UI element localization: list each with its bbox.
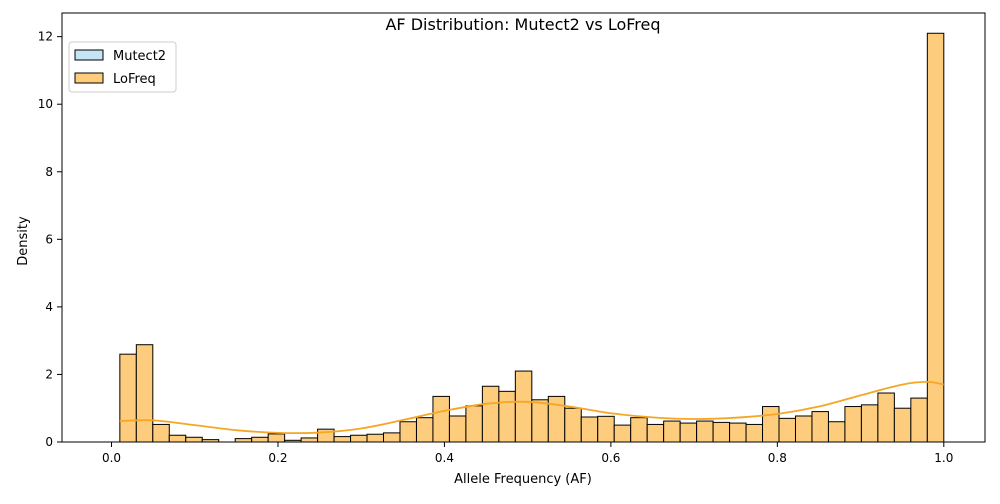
histogram-bar <box>663 420 681 443</box>
plot-frame <box>61 12 986 443</box>
histogram-bar <box>712 421 731 443</box>
legend-swatch-mutect2 <box>74 49 104 61</box>
histogram-bar <box>646 423 665 443</box>
histogram-bar <box>152 423 170 443</box>
histogram-bar <box>481 385 500 443</box>
histogram-bar <box>926 32 945 443</box>
histogram-bar <box>234 438 253 443</box>
histogram-bar <box>135 344 154 443</box>
y-tick-label: 10 <box>38 97 53 111</box>
y-tick-label: 8 <box>45 165 53 179</box>
kde-curve-lofreq <box>119 380 944 435</box>
histogram-bar <box>778 417 796 443</box>
histogram-bar <box>251 436 269 443</box>
histogram-bar <box>531 399 549 443</box>
histogram-bar <box>613 424 632 443</box>
histogram-bar <box>811 411 829 443</box>
histogram-bar <box>300 437 319 443</box>
histogram-bar <box>185 436 203 443</box>
histogram-bar <box>729 422 747 443</box>
histogram-bar <box>597 415 615 443</box>
histogram-bar <box>383 432 401 443</box>
y-tick-label: 6 <box>45 232 53 246</box>
histogram-bar <box>630 417 648 443</box>
x-tick-label: 0.4 <box>435 451 454 465</box>
histogram-bars <box>119 32 945 443</box>
y-tick-label: 0 <box>45 435 53 449</box>
histogram-bar <box>267 433 286 443</box>
y-tick-label: 4 <box>45 300 53 314</box>
histogram-bar <box>399 421 417 443</box>
histogram-bar <box>432 395 450 443</box>
histogram-bar <box>448 415 467 443</box>
histogram-bar <box>696 420 714 443</box>
histogram-bar <box>415 417 434 443</box>
histogram-bar <box>564 407 582 443</box>
x-tick-label: 0.2 <box>268 451 287 465</box>
histogram-bar <box>514 370 533 443</box>
histogram-bar <box>679 422 698 443</box>
y-tick-label: 2 <box>45 367 53 381</box>
y-tick-label: 12 <box>38 30 53 44</box>
histogram-bar <box>877 392 895 443</box>
legend: Mutect2 LoFreq <box>68 41 177 93</box>
histogram-bar <box>465 405 483 443</box>
histogram-bar <box>860 404 879 443</box>
histogram-bar <box>333 436 352 443</box>
histogram-bar <box>910 397 928 443</box>
legend-swatch-lofreq <box>74 72 104 84</box>
kde-curve-layer <box>119 380 944 435</box>
histogram-bar <box>893 407 912 443</box>
histogram-bar <box>745 423 764 443</box>
legend-label-lofreq: LoFreq <box>113 72 156 87</box>
x-tick-label: 0.8 <box>768 451 787 465</box>
histogram-bar <box>844 406 862 443</box>
histogram-bar <box>762 406 780 443</box>
y-axis: 0 2 4 6 8 10 12 <box>38 30 62 449</box>
histogram-bar <box>119 353 137 443</box>
histogram-bar <box>580 416 599 443</box>
histogram-bar <box>827 421 846 443</box>
histogram-bar <box>168 434 187 443</box>
x-axis: 0.0 0.2 0.4 0.6 0.8 1.0 <box>102 442 953 465</box>
x-axis-label: Allele Frequency (AF) <box>454 472 592 487</box>
chart-title: AF Distribution: Mutect2 vs LoFreq <box>385 15 660 34</box>
legend-label-mutect2: Mutect2 <box>113 49 166 64</box>
histogram-bar <box>366 433 385 443</box>
x-tick-label: 0.6 <box>601 451 620 465</box>
y-axis-label: Density <box>16 216 31 266</box>
histogram-bar <box>498 390 516 443</box>
x-tick-label: 1.0 <box>934 451 953 465</box>
histogram-bar <box>794 415 813 443</box>
x-tick-label: 0.0 <box>102 451 121 465</box>
histogram-bar <box>350 434 368 443</box>
